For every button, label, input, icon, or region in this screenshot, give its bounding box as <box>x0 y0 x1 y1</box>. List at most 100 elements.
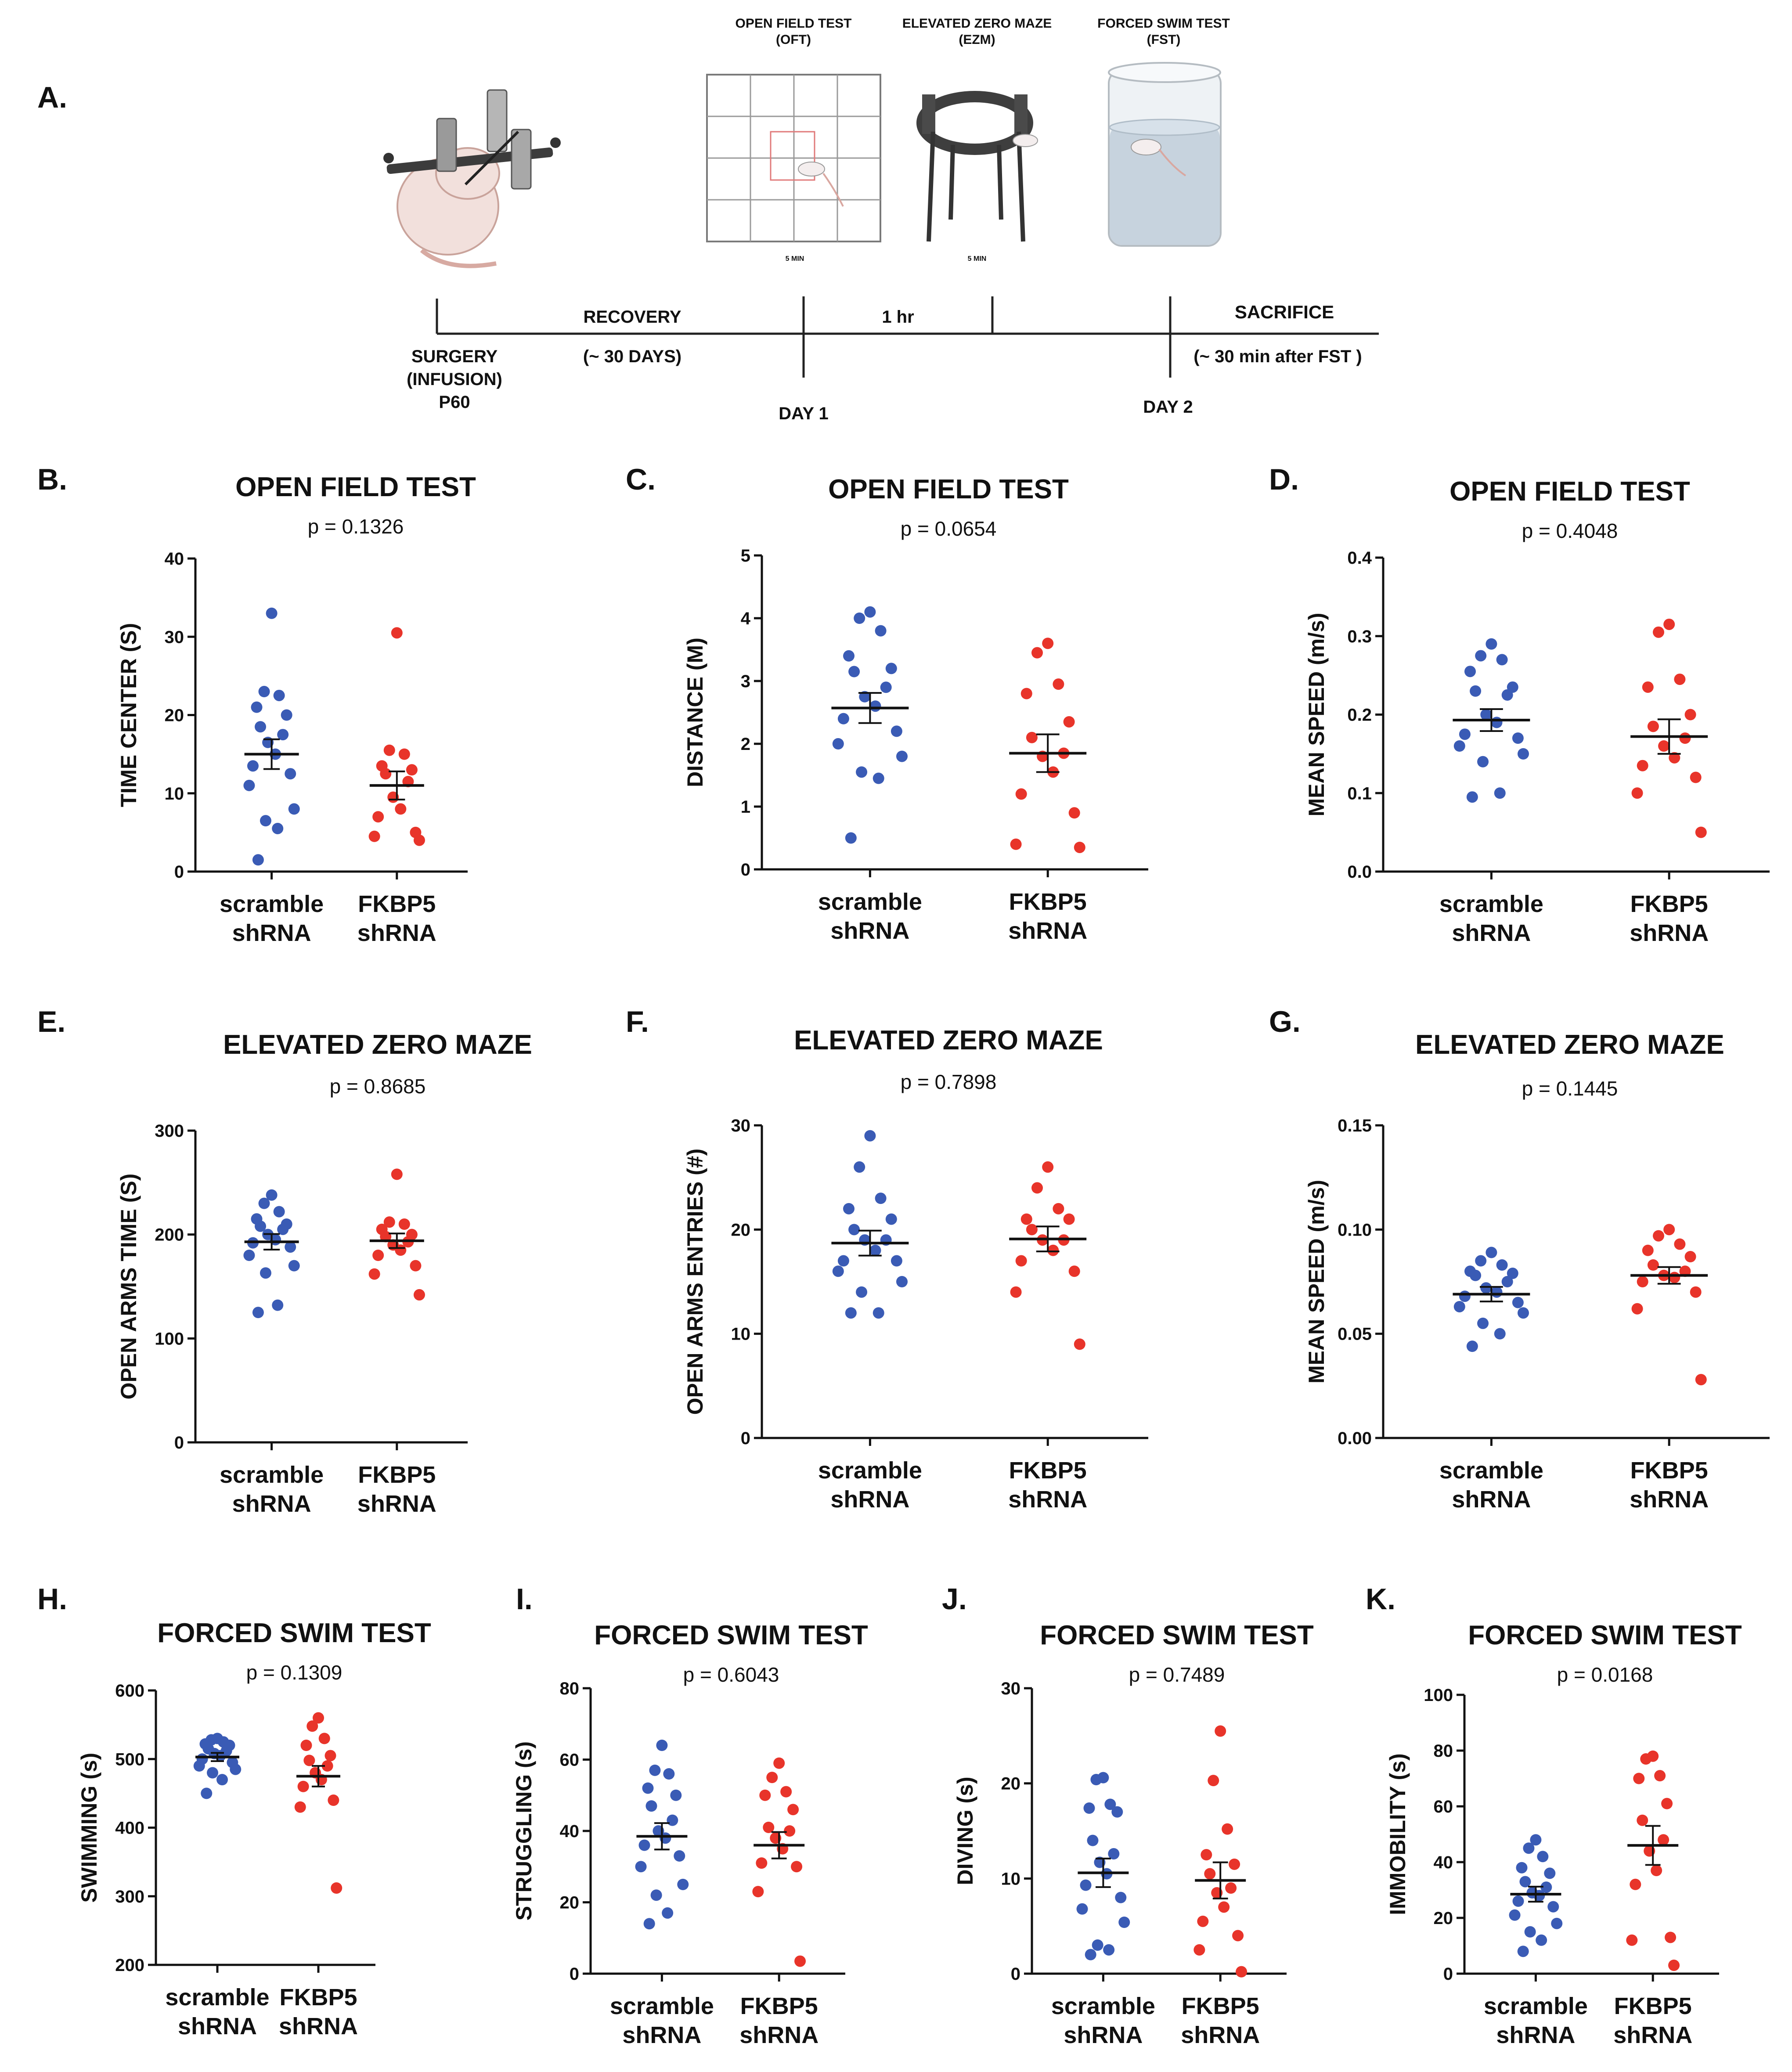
data-point <box>1080 1879 1092 1891</box>
data-point <box>1491 1286 1503 1298</box>
group-label: scramble <box>818 1457 922 1484</box>
data-point <box>1074 1338 1085 1350</box>
data-point <box>297 1780 309 1792</box>
data-point <box>1647 721 1659 732</box>
data-point <box>260 1267 271 1279</box>
data-point <box>1653 1230 1664 1242</box>
y-tick-label: 40 <box>165 549 184 569</box>
data-point <box>875 625 887 637</box>
data-point <box>1015 1255 1027 1267</box>
data-point <box>1491 717 1503 728</box>
y-axis-label: DIVING (s) <box>953 1777 977 1885</box>
data-point <box>406 764 418 776</box>
data-point <box>859 691 871 703</box>
y-tick-label: 20 <box>1001 1774 1021 1794</box>
data-point <box>1642 681 1654 693</box>
group-label: shRNA <box>1452 920 1531 946</box>
data-point <box>1684 1251 1696 1263</box>
elevated-zero-maze-illustration <box>916 91 1038 242</box>
group-label: FKBP5 <box>1182 1993 1259 2019</box>
data-point <box>318 1733 330 1744</box>
chart-title: FORCED SWIM TEST <box>594 1620 868 1650</box>
data-point <box>773 1757 785 1769</box>
data-point <box>1647 1259 1659 1271</box>
data-point <box>848 666 860 677</box>
data-point <box>1640 1753 1652 1765</box>
data-point <box>1631 787 1643 799</box>
data-point <box>756 1857 768 1869</box>
data-point <box>1663 618 1675 630</box>
y-tick-label: 30 <box>165 627 184 647</box>
data-point <box>1053 678 1064 690</box>
data-point <box>1026 732 1038 743</box>
y-tick-label: 0 <box>741 1429 750 1448</box>
data-point <box>383 1216 395 1228</box>
data-point <box>1690 1286 1702 1298</box>
data-point <box>201 1787 213 1799</box>
oft-abbr: (OFT) <box>776 32 811 47</box>
data-point <box>372 811 384 823</box>
p-value: p = 0.7898 <box>901 1070 997 1093</box>
data-point <box>1695 1374 1707 1386</box>
data-point <box>321 1760 333 1772</box>
y-tick-label: 0 <box>741 860 750 879</box>
oft-title: OPEN FIELD TEST <box>735 16 851 31</box>
y-tick-label: 20 <box>731 1220 751 1240</box>
data-point <box>1225 1882 1237 1894</box>
data-point <box>258 1197 270 1209</box>
y-axis-label: OPEN ARMS TIME (S) <box>116 1174 141 1400</box>
panel-label-j: J. <box>942 1582 967 1616</box>
sacrifice-label: SACRIFICE <box>1235 302 1334 322</box>
data-point <box>649 1764 661 1776</box>
group-label: scramble <box>610 1993 714 2019</box>
data-point <box>1674 674 1686 685</box>
data-point <box>1524 1926 1536 1938</box>
data-point <box>328 1795 339 1806</box>
data-point <box>331 1882 343 1894</box>
data-point <box>285 1241 296 1253</box>
y-tick-label: 20 <box>165 706 184 725</box>
data-point <box>1637 760 1648 771</box>
oft-duration: 5 MIN <box>786 255 804 263</box>
y-tick-label: 0.05 <box>1338 1325 1372 1344</box>
p-value: p = 0.4048 <box>1522 519 1618 542</box>
data-point <box>1654 1770 1666 1782</box>
group-label: shRNA <box>357 920 436 946</box>
data-point <box>891 1255 902 1267</box>
day2-label: DAY 2 <box>1143 397 1193 417</box>
y-axis-label: STRUGGLING (s) <box>512 1741 536 1921</box>
y-tick-label: 200 <box>115 1956 144 1975</box>
data-point <box>759 1789 771 1801</box>
data-point <box>1475 650 1487 662</box>
data-point <box>791 1861 803 1873</box>
group-label: shRNA <box>830 1486 909 1513</box>
interval-label: 1 hr <box>882 307 914 327</box>
data-point <box>1637 1814 1648 1826</box>
data-point <box>1626 1934 1638 1946</box>
y-tick-label: 0.10 <box>1338 1220 1372 1240</box>
y-axis-label: OPEN ARMS ENTRIES (#) <box>683 1149 707 1415</box>
data-point <box>243 1250 255 1261</box>
data-point <box>1509 1909 1521 1921</box>
panel-label-b: B. <box>37 463 67 496</box>
infusion-label: (INFUSION) <box>407 370 502 389</box>
group-label: shRNA <box>178 2013 257 2040</box>
data-point <box>1020 688 1032 699</box>
group-label: shRNA <box>1496 2022 1575 2048</box>
y-tick-label: 0 <box>174 1433 184 1452</box>
data-point <box>650 1889 662 1901</box>
y-tick-label: 0 <box>570 1964 579 1984</box>
data-point <box>880 681 892 693</box>
panel-j: J. FORCED SWIM TEST p = 0.7489 0 10 20 30 DIVIN… <box>942 1582 1314 2048</box>
data-point <box>1108 1848 1120 1859</box>
sacrifice-time-label: (~ 30 min after FST ) <box>1193 347 1362 366</box>
data-point <box>1466 791 1478 803</box>
data-point <box>1236 1966 1248 1978</box>
panel-k: K. FORCED SWIM TEST p = 0.0168 0 20 40 60 80 100… <box>1366 1582 1742 2048</box>
data-point <box>410 1260 422 1272</box>
data-point <box>1103 1944 1115 1956</box>
y-tick-label: 600 <box>115 1681 144 1701</box>
data-point <box>1453 1301 1465 1312</box>
data-point <box>398 1218 410 1230</box>
group-label: shRNA <box>279 2013 358 2040</box>
